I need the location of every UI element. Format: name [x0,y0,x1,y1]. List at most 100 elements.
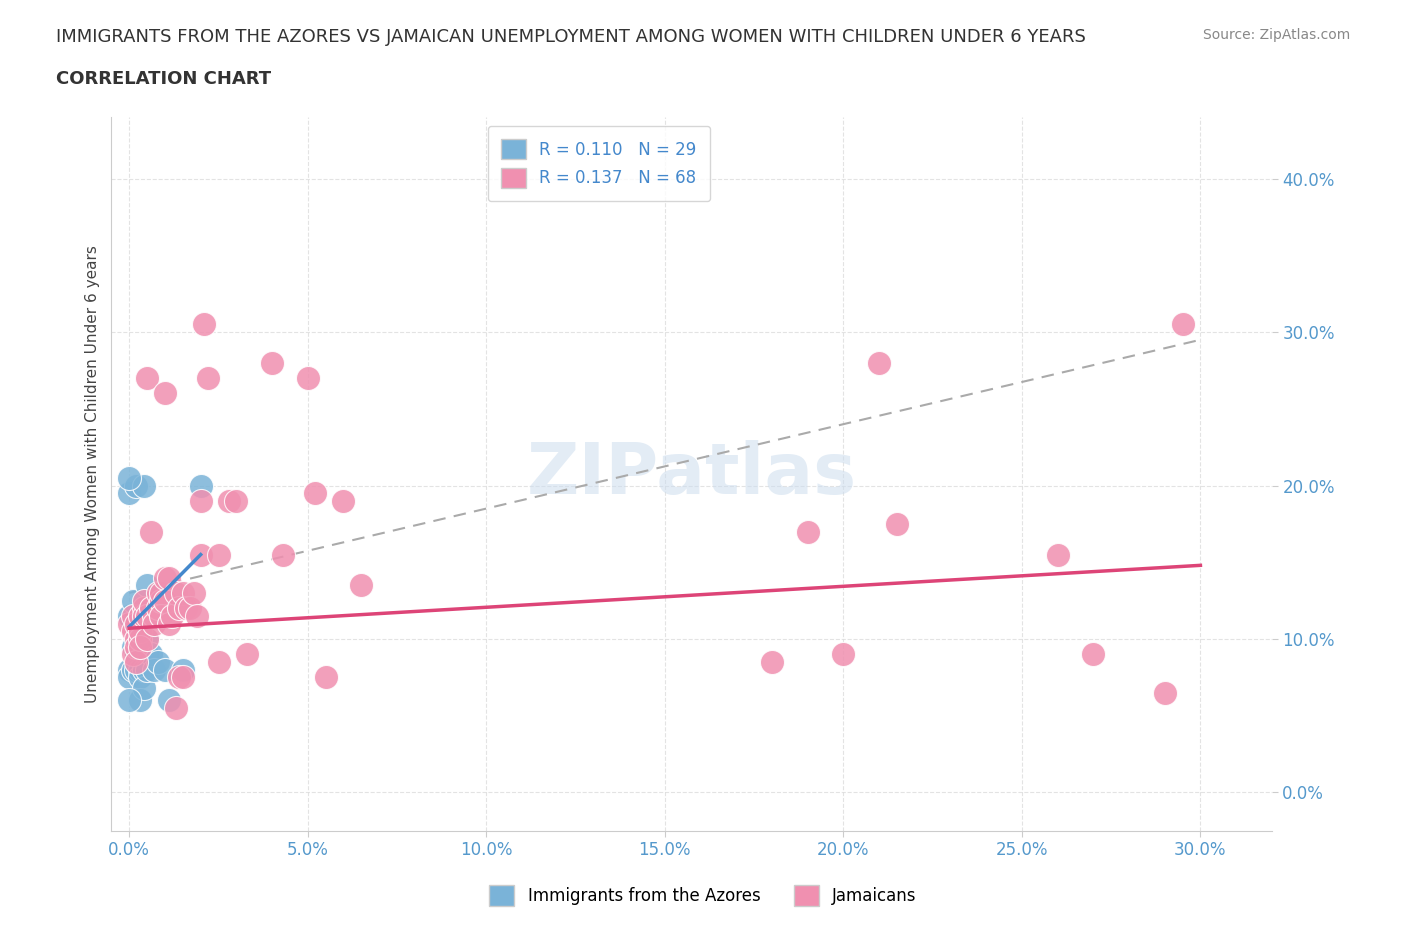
Text: ZIPatlas: ZIPatlas [527,440,856,509]
Point [146,601,169,616]
Point [143,617,166,631]
Point [315,670,337,684]
Point [165,586,187,601]
Point [172,662,194,677]
Point [129,639,152,654]
Point [129,662,152,677]
Point [172,586,194,601]
Point [118,608,141,623]
Text: IMMIGRANTS FROM THE AZORES VS JAMAICAN UNEMPLOYMENT AMONG WOMEN WITH CHILDREN UN: IMMIGRANTS FROM THE AZORES VS JAMAICAN U… [56,28,1085,46]
Point [136,578,159,592]
Point [132,601,155,616]
Point [153,570,176,585]
Point [136,662,159,677]
Point [167,670,190,684]
Point [160,608,183,623]
Point [118,471,141,485]
Point [868,355,890,370]
Point [186,608,208,623]
Point [236,647,259,662]
Point [139,647,162,662]
Point [136,371,159,386]
Point [297,371,319,386]
Point [143,662,166,677]
Point [129,631,152,646]
Point [332,494,354,509]
Point [190,478,212,493]
Point [176,601,198,616]
Point [121,608,143,623]
Point [118,662,141,677]
Point [157,570,180,585]
Point [165,700,187,715]
Point [121,639,143,654]
Point [132,662,155,677]
Point [179,601,201,616]
Point [832,647,855,662]
Point [197,371,219,386]
Point [153,662,176,677]
Point [129,624,152,639]
Point [125,655,148,670]
Point [183,586,205,601]
Point [139,601,162,616]
Point [118,670,141,684]
Point [225,494,247,509]
Point [1046,547,1069,562]
Legend: R = 0.110   N = 29, R = 0.137   N = 68: R = 0.110 N = 29, R = 0.137 N = 68 [488,126,710,201]
Point [136,647,159,662]
Y-axis label: Unemployment Among Women with Children Under 6 years: Unemployment Among Women with Children U… [86,246,100,703]
Point [150,608,173,623]
Point [1083,647,1105,662]
Point [1171,317,1194,332]
Point [1153,685,1175,700]
Point [350,578,373,592]
Point [125,662,148,677]
Point [125,639,148,654]
Point [132,681,155,696]
Point [150,593,173,608]
Point [190,494,212,509]
Point [121,647,143,662]
Point [271,547,294,562]
Point [218,494,240,509]
Point [172,670,194,684]
Point [193,317,215,332]
Point [157,693,180,708]
Point [118,485,141,500]
Point [207,547,229,562]
Point [125,631,148,646]
Point [121,593,143,608]
Point [125,647,148,662]
Point [761,655,783,670]
Point [129,608,152,623]
Point [136,631,159,646]
Point [143,608,166,623]
Point [304,485,326,500]
Point [125,617,148,631]
Point [121,624,143,639]
Point [129,693,152,708]
Point [132,478,155,493]
Point [190,547,212,562]
Point [118,693,141,708]
Point [132,608,155,623]
Point [153,593,176,608]
Point [136,608,159,623]
Legend: Immigrants from the Azores, Jamaicans: Immigrants from the Azores, Jamaicans [482,879,924,912]
Point [167,601,190,616]
Point [136,631,159,646]
Point [146,655,169,670]
Point [146,586,169,601]
Point [207,655,229,670]
Point [139,525,162,539]
Point [796,525,818,539]
Point [157,617,180,631]
Point [132,593,155,608]
Point [118,617,141,631]
Point [150,586,173,601]
Text: Source: ZipAtlas.com: Source: ZipAtlas.com [1202,28,1350,42]
Point [121,662,143,677]
Text: CORRELATION CHART: CORRELATION CHART [56,70,271,87]
Point [129,670,152,684]
